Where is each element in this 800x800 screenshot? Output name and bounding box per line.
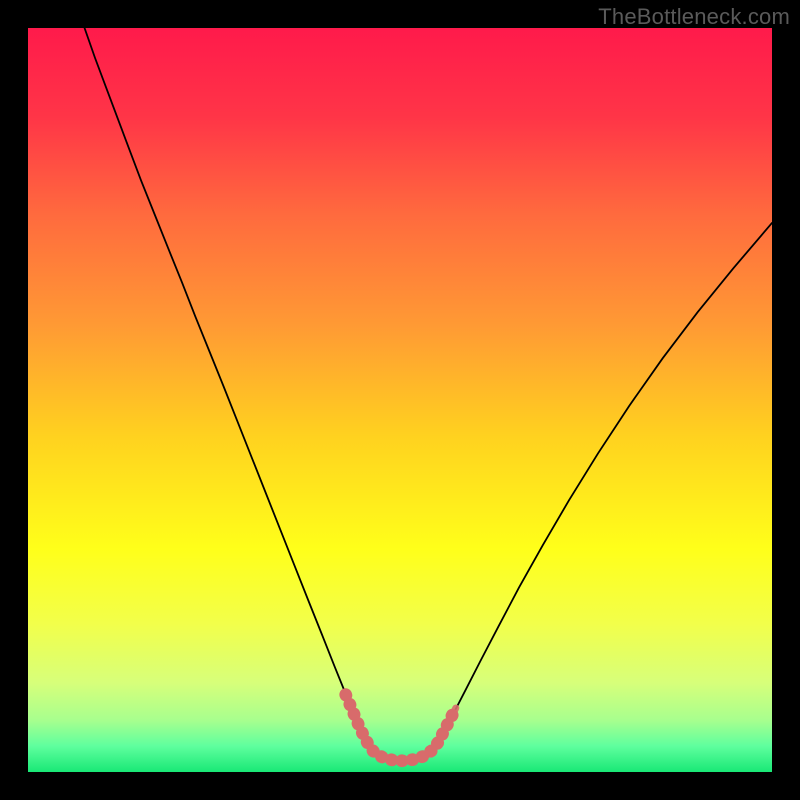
watermark-text: TheBottleneck.com xyxy=(598,4,790,30)
chart-container: TheBottleneck.com xyxy=(0,0,800,800)
plot-area xyxy=(28,28,772,772)
curves-layer xyxy=(28,28,772,772)
valley-highlight-dots xyxy=(346,695,456,761)
curve-left xyxy=(85,28,374,751)
curve-right xyxy=(431,223,772,751)
